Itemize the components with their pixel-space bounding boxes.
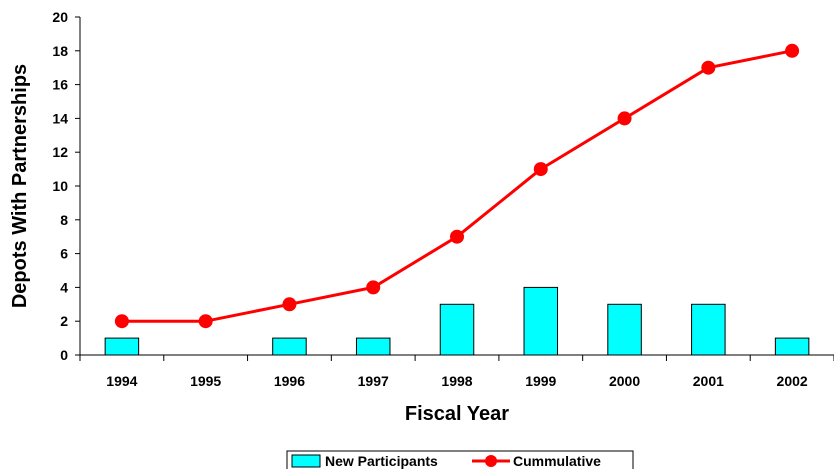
cumulative-point [366,280,381,295]
y-tick-label: 10 [52,178,68,194]
cumulative-line [121,49,793,323]
cumulative-point [198,314,213,329]
bar-new-participants [272,337,307,356]
x-tick-label: 1995 [190,373,221,389]
x-tick-label: 2000 [609,373,640,389]
x-tick-label: 2001 [693,373,724,389]
x-tick-label: 1994 [106,373,137,389]
legend-swatch-new-participants [291,454,321,468]
cumulative-point [701,60,716,75]
cumulative-point [450,229,464,244]
y-tick-label: 12 [52,144,68,160]
bar-new-participants [691,303,726,356]
bar-new-participants [104,337,140,356]
y-tick-label: 14 [52,110,68,126]
y-tick-label: 4 [60,279,68,295]
x-tick-label: 1997 [358,373,389,389]
cumulative-point [785,43,800,58]
tick-labels: 0 2 4 6 8 10 12 14 16 18 20 1994 1995 1996 1997 1998 199… [52,9,807,389]
legend-box [286,450,634,469]
x-axis-title: Fiscal Year [405,403,509,425]
x-tick-label: 1999 [525,373,556,389]
legend-label-cumulative: Cummulative [513,453,601,469]
bar-new-participants [774,337,810,356]
line-series [114,43,800,329]
x-tick-label: 1998 [441,373,472,389]
bar-new-participants [523,286,559,356]
x-tick-label: 2002 [777,373,808,389]
y-tick-label: 2 [60,313,68,329]
cumulative-point [533,162,548,177]
cumulative-point [282,297,297,312]
cumulative-point [617,111,632,126]
y-axis-title: Depots With Partnerships [9,64,31,308]
y-tick-label: 18 [52,43,68,59]
bar-new-participants [439,303,475,356]
bar-new-participants [355,337,391,356]
legend-swatch-marker-cumulative [485,455,497,467]
bar-series [104,286,810,356]
y-tick-label: 8 [60,212,68,228]
y-tick-label: 6 [60,246,68,262]
legend-label-new-participants: New Participants [325,453,438,469]
y-tick-label: 20 [52,9,68,25]
x-tick-label: 1996 [274,373,305,389]
bar-new-participants [607,303,642,356]
y-tick-label: 16 [52,77,68,93]
y-tick-label: 0 [60,347,68,363]
legend: New Participants Cummulative [286,450,634,469]
cumulative-point [114,314,129,329]
